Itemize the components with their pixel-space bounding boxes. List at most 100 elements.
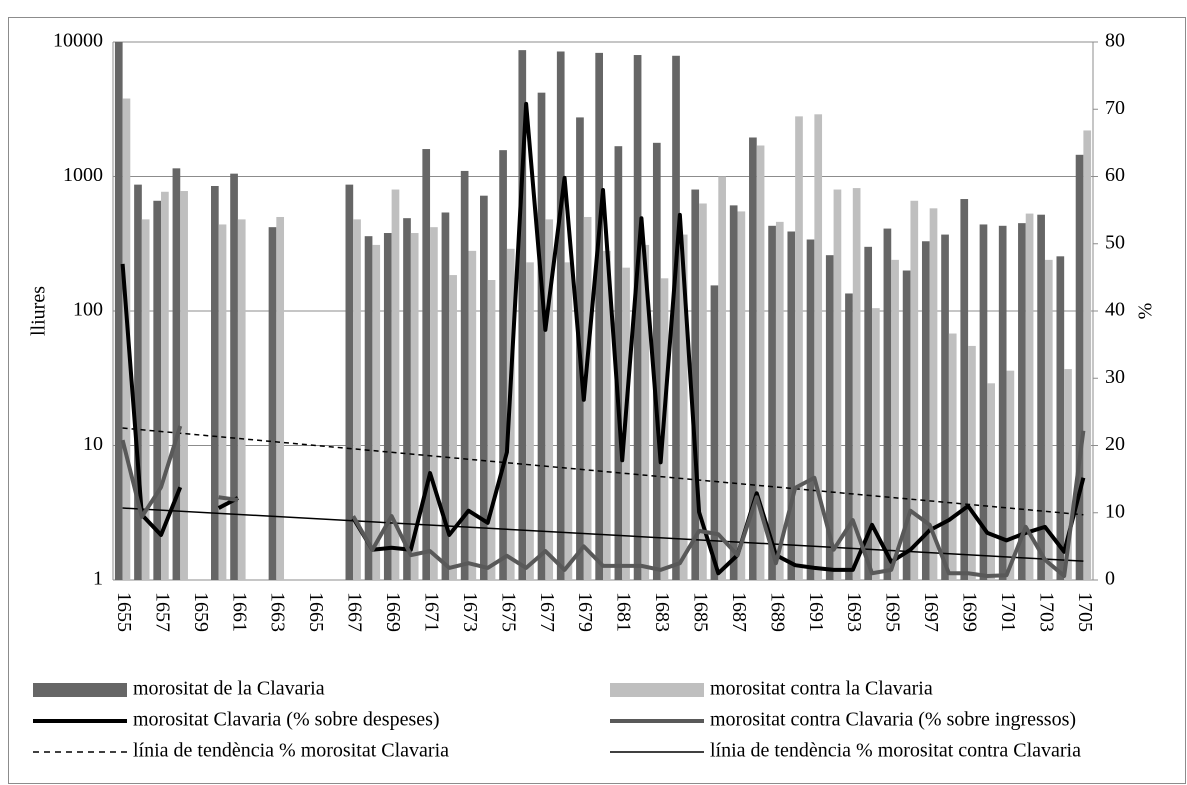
- x-tick-label: 1691: [805, 592, 827, 632]
- bar: [806, 239, 815, 580]
- bar: [449, 275, 457, 580]
- bar: [460, 170, 469, 580]
- line-series: [120, 425, 1086, 578]
- bar: [710, 285, 719, 580]
- y-tick-label: 1000: [63, 164, 103, 186]
- bar: [787, 231, 796, 580]
- bar: [1018, 223, 1026, 580]
- bar: [845, 293, 853, 580]
- bar: [718, 176, 726, 580]
- bar: [987, 383, 995, 580]
- bar: [910, 200, 919, 580]
- bar: [883, 228, 892, 580]
- bar: [526, 262, 534, 580]
- bar: [518, 50, 527, 581]
- bar: [595, 52, 603, 581]
- bar: [1083, 130, 1092, 580]
- y-axis-label: lliures: [28, 286, 50, 336]
- bar: [345, 184, 354, 581]
- bar: [230, 173, 238, 581]
- bar: [729, 205, 738, 580]
- bar: [1025, 213, 1034, 580]
- bar: [180, 191, 188, 580]
- bar: [633, 55, 642, 580]
- bar: [979, 224, 988, 580]
- bar: [641, 244, 650, 580]
- x-tick-label: 1703: [1035, 592, 1057, 632]
- bar: [391, 189, 400, 580]
- bar: [775, 221, 784, 580]
- bar: [430, 227, 438, 580]
- x-tick-label: 1689: [766, 592, 788, 632]
- bar: [556, 51, 565, 580]
- bar: [852, 188, 861, 580]
- bar: [814, 114, 823, 581]
- bar: [968, 345, 976, 580]
- bar: [276, 216, 285, 581]
- bar: [211, 185, 219, 580]
- bar: [237, 219, 246, 580]
- bar: [141, 219, 150, 580]
- bar: [929, 208, 938, 580]
- bar: [1075, 154, 1084, 580]
- x-tick-label: 1663: [267, 592, 289, 632]
- bar: [737, 211, 746, 581]
- bar: [499, 150, 507, 580]
- y2-axis-label: %: [1135, 303, 1157, 320]
- bar: [699, 203, 707, 580]
- x-tick-label: 1701: [997, 592, 1019, 632]
- bar: [268, 227, 277, 580]
- bar: [679, 234, 688, 580]
- x-tick-label: 1657: [151, 592, 173, 632]
- bar: [833, 189, 842, 580]
- bar: [652, 142, 661, 580]
- bar: [153, 200, 162, 580]
- x-tick-label: 1683: [651, 592, 673, 632]
- bar: [1056, 256, 1065, 580]
- x-tick-label: 1667: [344, 592, 366, 632]
- bar: [134, 184, 142, 581]
- bar: [672, 55, 680, 580]
- bar: [1044, 259, 1053, 580]
- trend-line: [122, 427, 1084, 516]
- bar: [441, 212, 450, 580]
- y-tick-label: 10000: [53, 30, 103, 52]
- bar: [902, 270, 911, 580]
- bar: [487, 280, 496, 580]
- bar: [403, 218, 411, 580]
- y2-tick-label: 30: [1105, 366, 1125, 388]
- x-tick-label: 1697: [920, 592, 942, 632]
- bar: [921, 241, 930, 580]
- bar: [114, 42, 123, 580]
- bar: [564, 262, 573, 580]
- y-tick-label: 10: [83, 433, 103, 455]
- legend-label: morositat contra la Clavaria: [710, 678, 933, 700]
- bar: [795, 116, 803, 581]
- x-tick-label: 1693: [843, 592, 865, 632]
- legend-label: morositat contra Clavaria (% sobre ingre…: [710, 709, 1076, 731]
- y2-tick-label: 80: [1105, 30, 1125, 52]
- bar: [948, 333, 957, 580]
- y2-tick-label: 50: [1105, 231, 1125, 253]
- trend-line: [122, 507, 1084, 562]
- bar: [537, 92, 546, 580]
- y2-tick-label: 0: [1105, 568, 1115, 590]
- chart-frame: [8, 17, 1186, 784]
- x-tick-label: 1677: [536, 592, 558, 632]
- bar: [383, 233, 392, 580]
- y2-tick-label: 70: [1105, 97, 1125, 119]
- bar: [1037, 214, 1045, 580]
- x-tick-label: 1699: [959, 592, 981, 632]
- x-tick-label: 1665: [305, 592, 327, 632]
- bar: [825, 255, 834, 580]
- bar: [480, 195, 488, 580]
- bar: [756, 145, 765, 580]
- x-tick-label: 1685: [689, 592, 711, 632]
- bar: [545, 219, 554, 580]
- y2-tick-label: 60: [1105, 164, 1125, 186]
- bar: [218, 224, 227, 580]
- x-tick-label: 1695: [882, 592, 904, 632]
- bar: [960, 199, 969, 580]
- x-tick-label: 1659: [190, 592, 212, 632]
- bar: [1006, 370, 1015, 580]
